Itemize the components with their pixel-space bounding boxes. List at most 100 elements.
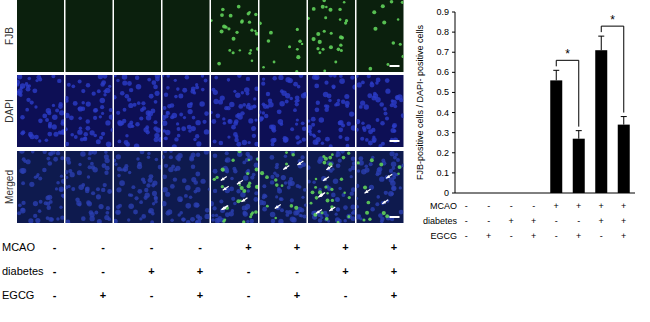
nucleus (185, 203, 191, 209)
nucleus (163, 115, 166, 120)
nucleus (345, 104, 349, 108)
fjb-cell (314, 186, 317, 189)
condition-label: diabetes (2, 265, 44, 277)
nucleus (204, 111, 209, 116)
fjb-cell (308, 17, 310, 20)
fjb-cell (222, 220, 225, 223)
fjb-cell (290, 204, 294, 208)
nucleus (390, 103, 394, 107)
nucleus (128, 103, 133, 108)
arrow-head (283, 166, 287, 169)
nucleus (78, 116, 82, 120)
nucleus (163, 151, 167, 153)
nucleus (250, 219, 254, 223)
micrograph (211, 0, 258, 72)
fjb-cell (248, 52, 251, 55)
nucleus (233, 90, 236, 93)
nucleus (196, 153, 200, 157)
fjb-cell (250, 29, 253, 32)
nucleus (61, 119, 64, 124)
nucleus (131, 125, 134, 128)
fjb-cell (228, 49, 231, 52)
nucleus (246, 220, 249, 223)
nucleus (125, 94, 130, 99)
nucleus (56, 217, 59, 220)
micrograph (66, 0, 113, 72)
y-tick-label: 0.2 (436, 148, 449, 158)
nucleus (351, 156, 355, 161)
nucleus (251, 126, 256, 131)
nucleus (61, 179, 64, 184)
nucleus (38, 119, 43, 124)
condition-sign: + (531, 231, 536, 241)
arrow (283, 166, 289, 170)
nucleus (283, 138, 288, 143)
nucleus (155, 77, 160, 82)
nucleus (130, 193, 134, 197)
nucleus (81, 106, 86, 111)
nucleus (57, 79, 61, 83)
nucleus (134, 143, 140, 147)
nucleus (96, 187, 100, 191)
nucleus (341, 100, 345, 104)
nucleus (201, 88, 205, 92)
fjb-cell (221, 185, 224, 188)
micrograph-texture (308, 75, 355, 147)
nucleus (270, 175, 274, 179)
fjb-cell (347, 152, 350, 155)
condition-sign: - (487, 201, 490, 211)
fjb-cell (330, 32, 333, 35)
nucleus (20, 115, 25, 120)
fjb-cell (323, 30, 326, 33)
nucleus (34, 175, 38, 179)
nucleus (351, 125, 355, 131)
nucleus (254, 86, 258, 91)
nucleus (295, 95, 300, 100)
nucleus (185, 185, 191, 191)
arrow (382, 200, 388, 204)
nucleus (89, 151, 94, 155)
fjb-cell (322, 155, 325, 158)
nucleus (145, 193, 150, 198)
nucleus (392, 176, 396, 180)
condition-sign: + (148, 265, 154, 277)
micrograph (211, 75, 258, 147)
fjb-cell (285, 151, 288, 154)
y-tick-label: 0.7 (436, 47, 449, 57)
nucleus (60, 156, 64, 160)
nucleus (73, 101, 78, 106)
nucleus (256, 157, 258, 161)
nucleus (308, 180, 311, 184)
error-bar-stem (601, 36, 602, 50)
nucleus (169, 151, 172, 153)
nucleus (131, 185, 135, 189)
nucleus (352, 161, 355, 165)
nucleus (163, 155, 165, 159)
y-tick-label: 0.3 (436, 128, 449, 138)
nucleus (52, 114, 58, 120)
nucleus (182, 178, 187, 183)
fjb-cell (367, 201, 371, 205)
nucleus (71, 85, 75, 89)
nucleus (55, 187, 58, 190)
nucleus (357, 119, 361, 124)
bar (483, 193, 495, 194)
nucleus (42, 114, 47, 119)
nucleus (351, 216, 355, 221)
nucleus (226, 106, 230, 110)
nucleus (125, 134, 128, 137)
nucleus (242, 211, 246, 215)
condition-label: diabetes (423, 216, 458, 226)
nucleus (370, 207, 374, 211)
fjb-cell (221, 167, 225, 171)
nucleus (338, 127, 343, 132)
nucleus (59, 131, 63, 135)
fjb-cell (343, 1, 346, 4)
bar (573, 139, 585, 193)
nucleus (365, 138, 369, 142)
nucleus (144, 188, 148, 192)
y-tick-label: 0.5 (436, 87, 449, 97)
fjb-cell (211, 19, 213, 22)
nucleus (183, 116, 186, 119)
nucleus (225, 157, 231, 163)
